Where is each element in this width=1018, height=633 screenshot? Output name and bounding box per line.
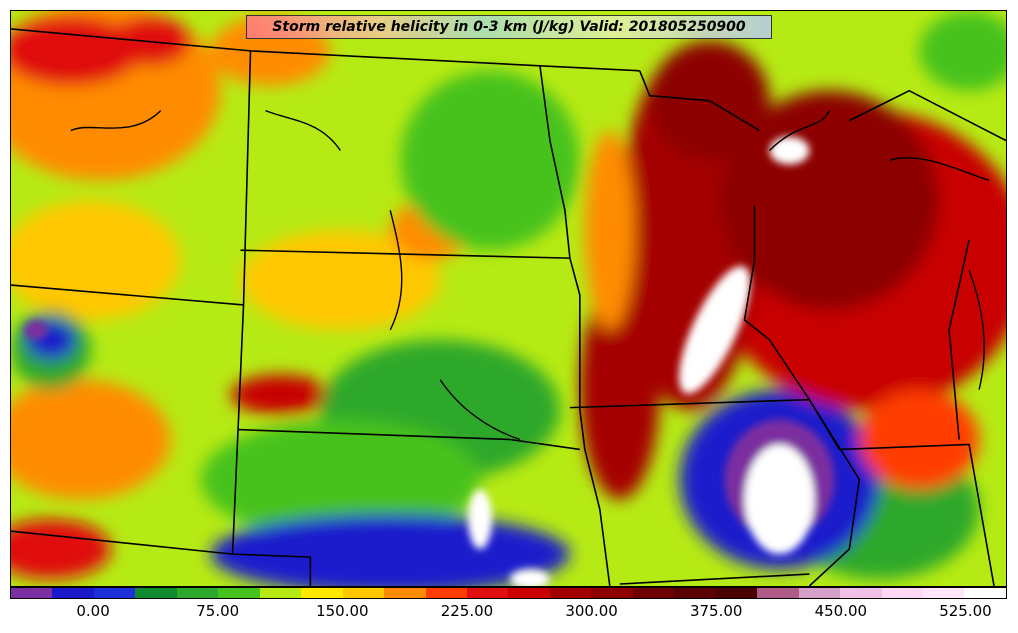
helicity-map — [10, 10, 1007, 587]
colorbar-swatch — [342, 588, 385, 598]
field-band-south — [579, 280, 660, 500]
field-white-south — [468, 489, 493, 550]
colorbar-swatch — [52, 588, 94, 598]
field-sw-orange — [11, 379, 171, 500]
colorbar-swatch — [549, 588, 592, 598]
map-title: Storm relative helicity in 0-3 km (J/kg)… — [272, 19, 746, 35]
field-white-band — [678, 265, 751, 394]
border-mi-north — [848, 89, 1006, 142]
colorbar-swatch — [218, 588, 260, 598]
border-il — [839, 443, 995, 586]
great-lakes-shore — [768, 110, 990, 390]
colorbar-tick-label: 300.00 — [565, 602, 618, 620]
field-green-north — [400, 70, 580, 251]
field-west-yellow — [11, 200, 181, 320]
field-band-edge — [584, 130, 635, 330]
colorbar-swatch — [840, 588, 882, 598]
field-white-ne — [769, 136, 810, 165]
colorbar-tick-label: 0.00 — [76, 602, 110, 620]
colorbar-labels: 0.00 75.00 150.00 225.00 300.00 375.00 450.00 5… — [10, 600, 1007, 630]
colorbar-swatch — [881, 588, 923, 598]
colorbar-swatch — [466, 588, 509, 598]
field-central-yellow — [240, 230, 441, 330]
colorbar-swatch — [922, 588, 965, 598]
border-wi-west — [743, 205, 861, 586]
border-west-mid — [11, 284, 244, 306]
border-mn-west — [539, 65, 611, 586]
colorbar-swatch — [425, 588, 467, 598]
colorbar-tick-label: 525.00 — [939, 602, 992, 620]
colorbar-swatch — [384, 588, 426, 598]
map-title-box: Storm relative helicity in 0-3 km (J/kg)… — [246, 15, 772, 39]
colorbar-swatch — [674, 588, 716, 598]
colorbar-swatch — [715, 588, 758, 598]
field-central-red — [230, 374, 331, 415]
border-sd-north — [240, 249, 570, 259]
colorbar-tick-label: 450.00 — [814, 602, 868, 620]
rivers — [70, 110, 521, 441]
border-ne-north — [237, 428, 580, 451]
colorbar-swatch — [176, 588, 219, 598]
colorbar-swatch — [301, 588, 343, 598]
field-purple-west — [23, 319, 48, 340]
colorbar-tick-label: 75.00 — [196, 602, 240, 620]
map-canvas — [11, 11, 1006, 586]
colorbar-swatch — [632, 588, 675, 598]
helicity-field — [11, 11, 1006, 586]
colorbar-swatch — [93, 588, 136, 598]
field-ne-green — [919, 11, 1006, 91]
border-mo-north — [619, 573, 810, 585]
colorbar-swatch — [508, 588, 550, 598]
field-white-bottom — [510, 569, 550, 586]
border-sw — [11, 530, 312, 586]
field-green-sw — [200, 419, 481, 540]
border-lake-mi — [948, 240, 970, 440]
colorbar-swatch — [259, 588, 302, 598]
border-north — [11, 28, 640, 72]
colorbar-swatch — [798, 588, 841, 598]
colorbar-swatch — [135, 588, 177, 598]
field-nw-red — [11, 15, 141, 86]
colorbar-tick-label: 225.00 — [440, 602, 494, 620]
colorbar-swatch — [591, 588, 633, 598]
field-nw-red-2 — [110, 15, 191, 66]
colorbar-tick-label: 150.00 — [316, 602, 369, 620]
field-white-se — [744, 444, 815, 555]
state-borders — [11, 28, 1006, 586]
colorbar-swatch — [964, 588, 1006, 598]
colorbar-swatch — [11, 588, 53, 598]
colorbar — [10, 587, 1007, 599]
colorbar-tick-label: 375.00 — [689, 602, 743, 620]
colorbar-swatch — [757, 588, 799, 598]
field-se-red — [859, 389, 980, 490]
border-mn-north — [638, 70, 760, 132]
